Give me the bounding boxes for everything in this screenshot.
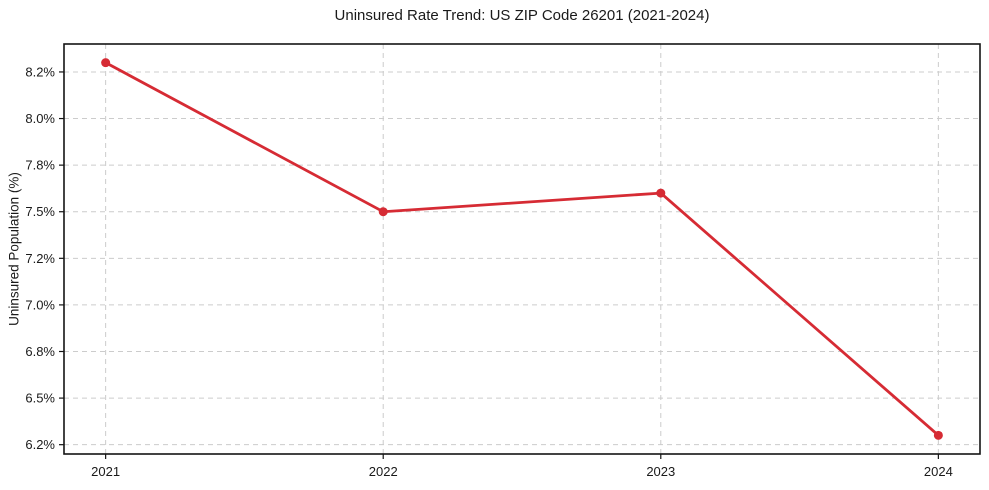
x-tick-label: 2021 (91, 464, 120, 479)
data-point-marker (656, 188, 666, 198)
data-point-marker (933, 430, 943, 440)
y-tick-label: 7.0% (25, 297, 55, 312)
y-tick-label: 7.8% (25, 158, 55, 173)
y-tick-label: 7.5% (25, 204, 55, 219)
chart-title: Uninsured Rate Trend: US ZIP Code 26201 … (334, 7, 710, 24)
data-point-marker (378, 207, 388, 217)
x-tick-label: 2022 (369, 464, 398, 479)
y-tick-label: 8.2% (25, 64, 55, 79)
data-point-marker (101, 58, 111, 68)
y-tick-label: 8.0% (25, 111, 55, 126)
axis-frame (63, 43, 981, 455)
y-tick-label: 7.2% (25, 251, 55, 266)
x-tick-label: 2023 (646, 464, 675, 479)
y-tick-label: 6.2% (25, 437, 55, 452)
y-tick-label: 6.8% (25, 344, 55, 359)
x-tick-label: 2024 (924, 464, 953, 479)
y-tick-label: 6.5% (25, 391, 55, 406)
trend-line (104, 61, 940, 437)
